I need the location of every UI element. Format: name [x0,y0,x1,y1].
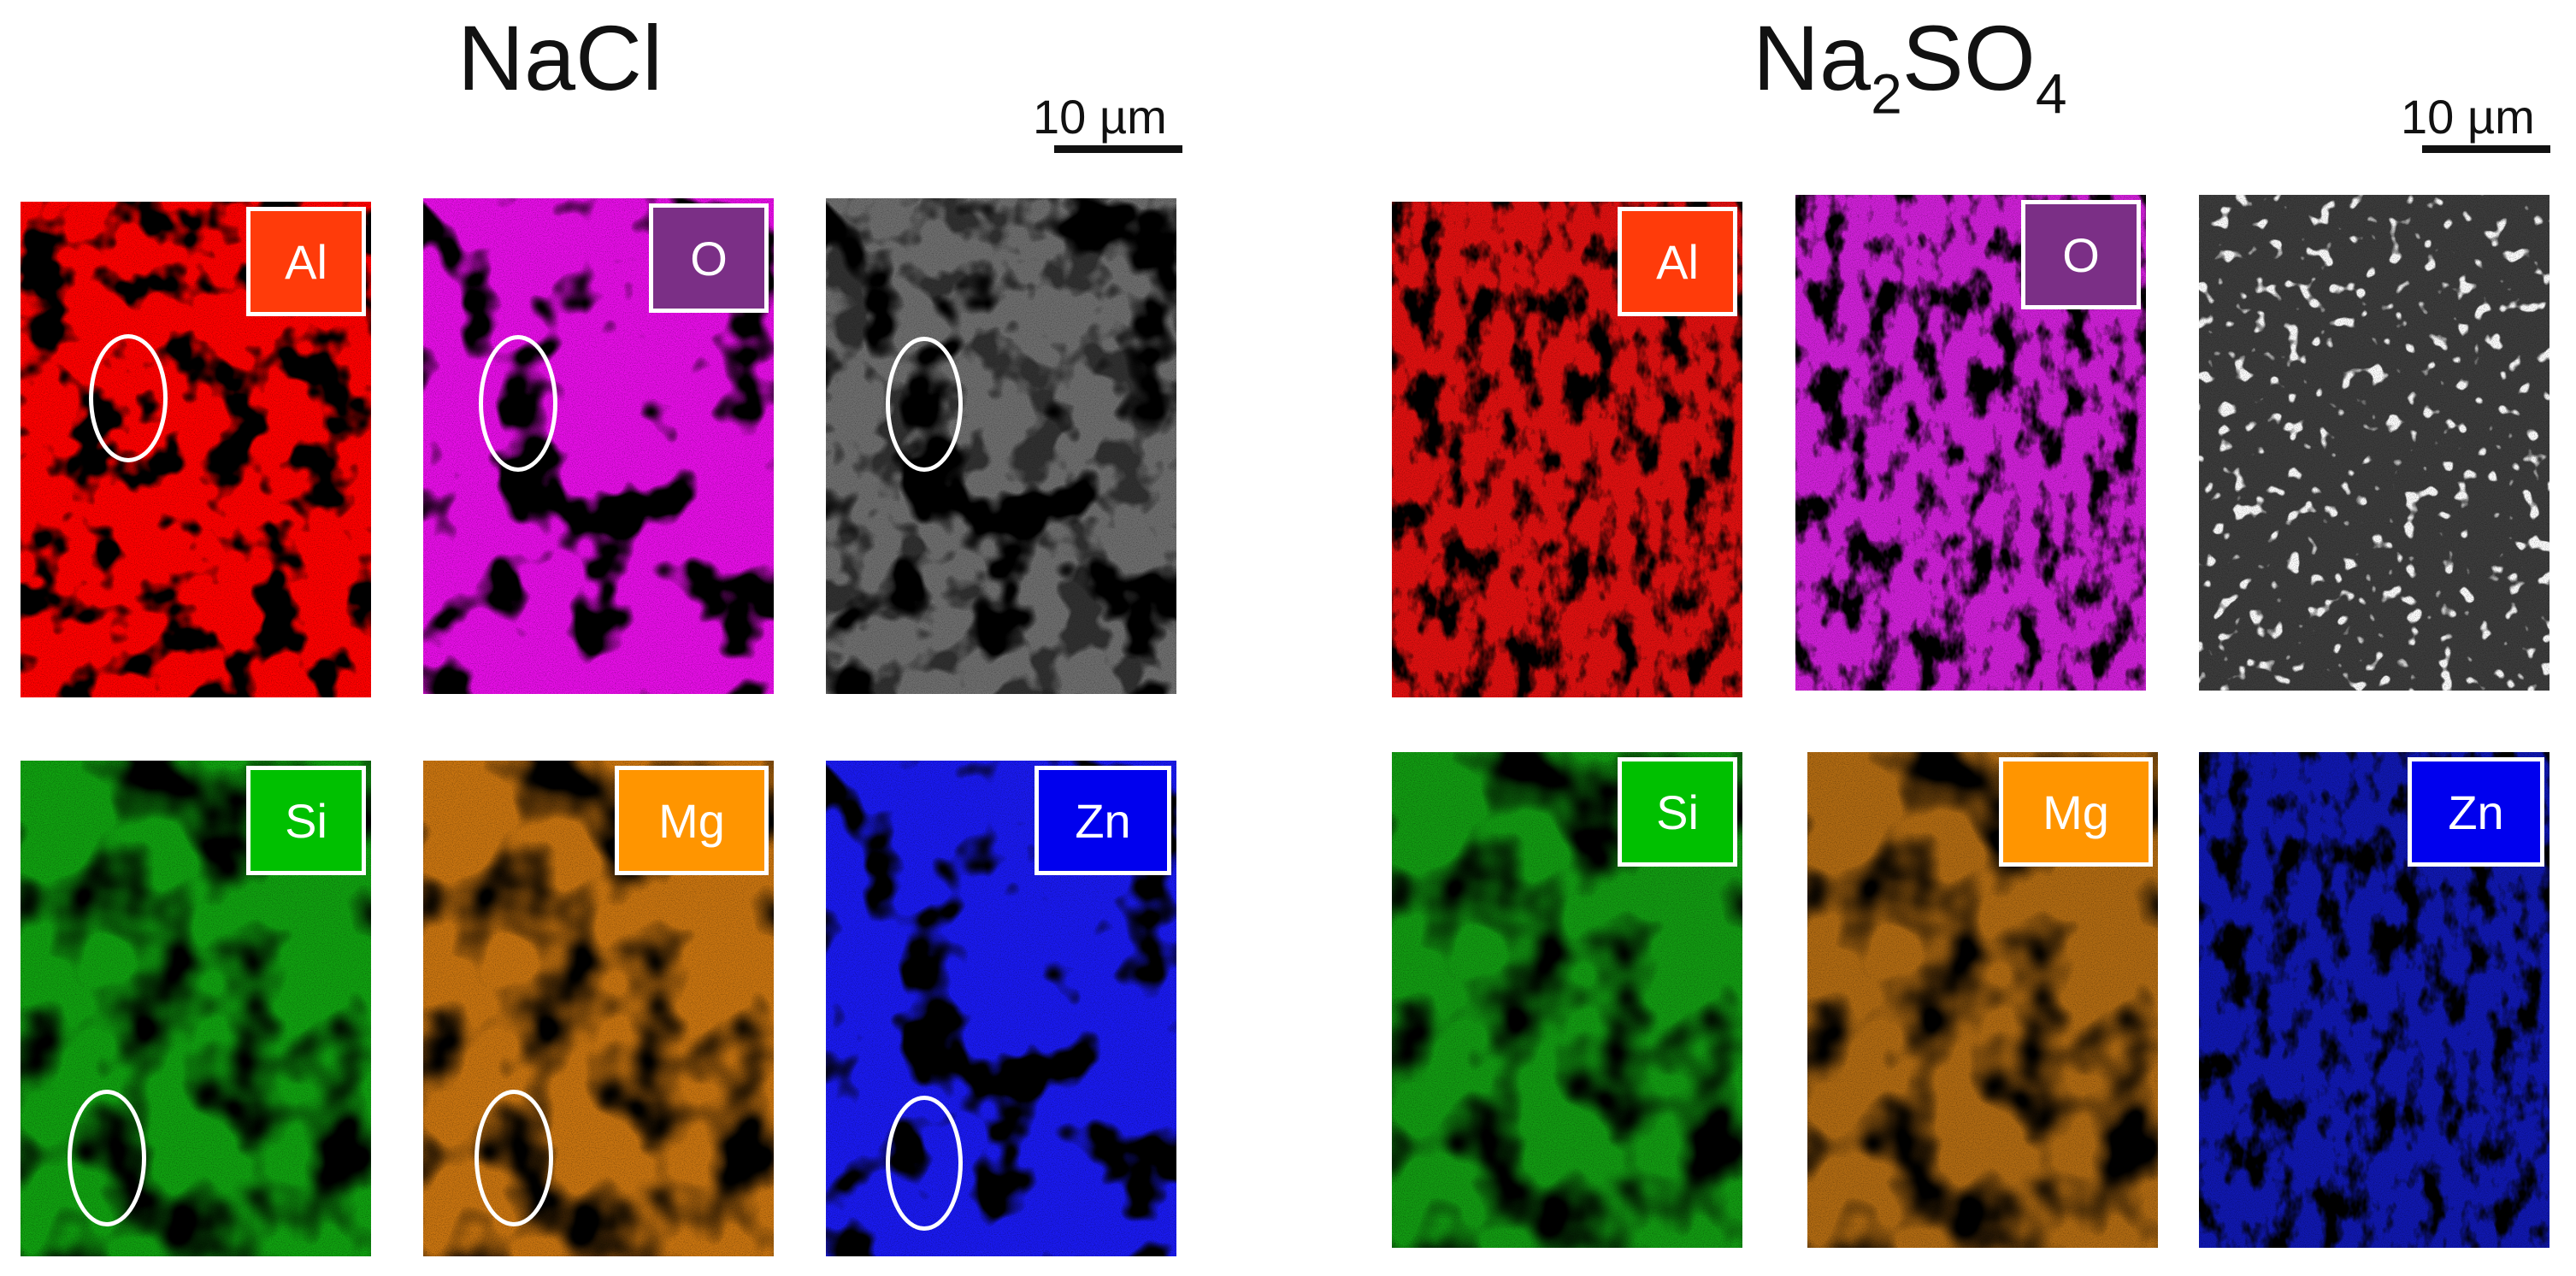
element-tag-mg: Mg [1999,757,2153,867]
title-subscript: 2 [1871,62,1902,126]
scale-bar-label: 10 µm [2401,90,2535,144]
title-subscript-2: 4 [2035,62,2067,126]
map-panel-mg-nacl: Mg [423,761,774,1256]
highlight-ellipse [68,1090,146,1226]
scale-bar-nacl: 10 µm [1033,90,1182,161]
map-panel-al-na2so4: Al [1392,202,1742,697]
texture [2199,195,2549,691]
scale-bar-line [1054,145,1182,153]
highlight-ellipse [479,335,557,472]
map-panel-zn-nacl: Zn [826,761,1176,1256]
map-panel-al-nacl: Al [21,202,371,697]
sem-image-na2so4 [2199,195,2549,691]
element-tag-o: O [2021,200,2141,309]
map-grain [2199,195,2549,691]
group-title-na2so4: Na2SO4 [1753,5,2067,127]
element-tag-al: Al [246,207,366,316]
scale-bar-na2so4: 10 µm [2401,90,2550,161]
highlight-ellipse [886,337,963,472]
element-tag-zn: Zn [1035,766,1171,875]
element-tag-si: Si [1618,757,1737,867]
map-panel-zn-na2so4: Zn [2199,752,2549,1248]
element-tag-o: O [649,203,769,313]
highlight-ellipse [886,1096,963,1231]
map-panel-o-na2so4: O [1795,195,2146,691]
map-panel-mg-na2so4: Mg [1807,752,2158,1248]
element-tag-si: Si [246,766,366,875]
title-text: NaCl [457,6,663,109]
map-panel-si-na2so4: Si [1392,752,1742,1248]
map-grain [826,198,1176,694]
element-tag-mg: Mg [615,766,769,875]
texture [826,198,1176,694]
texture [21,202,371,697]
sem-image-nacl [826,198,1176,694]
scale-bar-label: 10 µm [1033,90,1167,144]
map-panel-si-nacl: Si [21,761,371,1256]
texture [423,198,774,694]
highlight-ellipse [89,334,168,462]
group-title-nacl: NaCl [457,5,663,111]
map-panel-o-nacl: O [423,198,774,694]
highlight-ellipse [475,1090,553,1226]
texture [2199,752,2549,1248]
element-tag-al: Al [1618,207,1737,316]
title-text: Na [1753,6,1872,109]
element-tag-zn: Zn [2408,757,2544,867]
title-text-end: SO [1901,6,2036,109]
scale-bar-line [2422,145,2550,153]
